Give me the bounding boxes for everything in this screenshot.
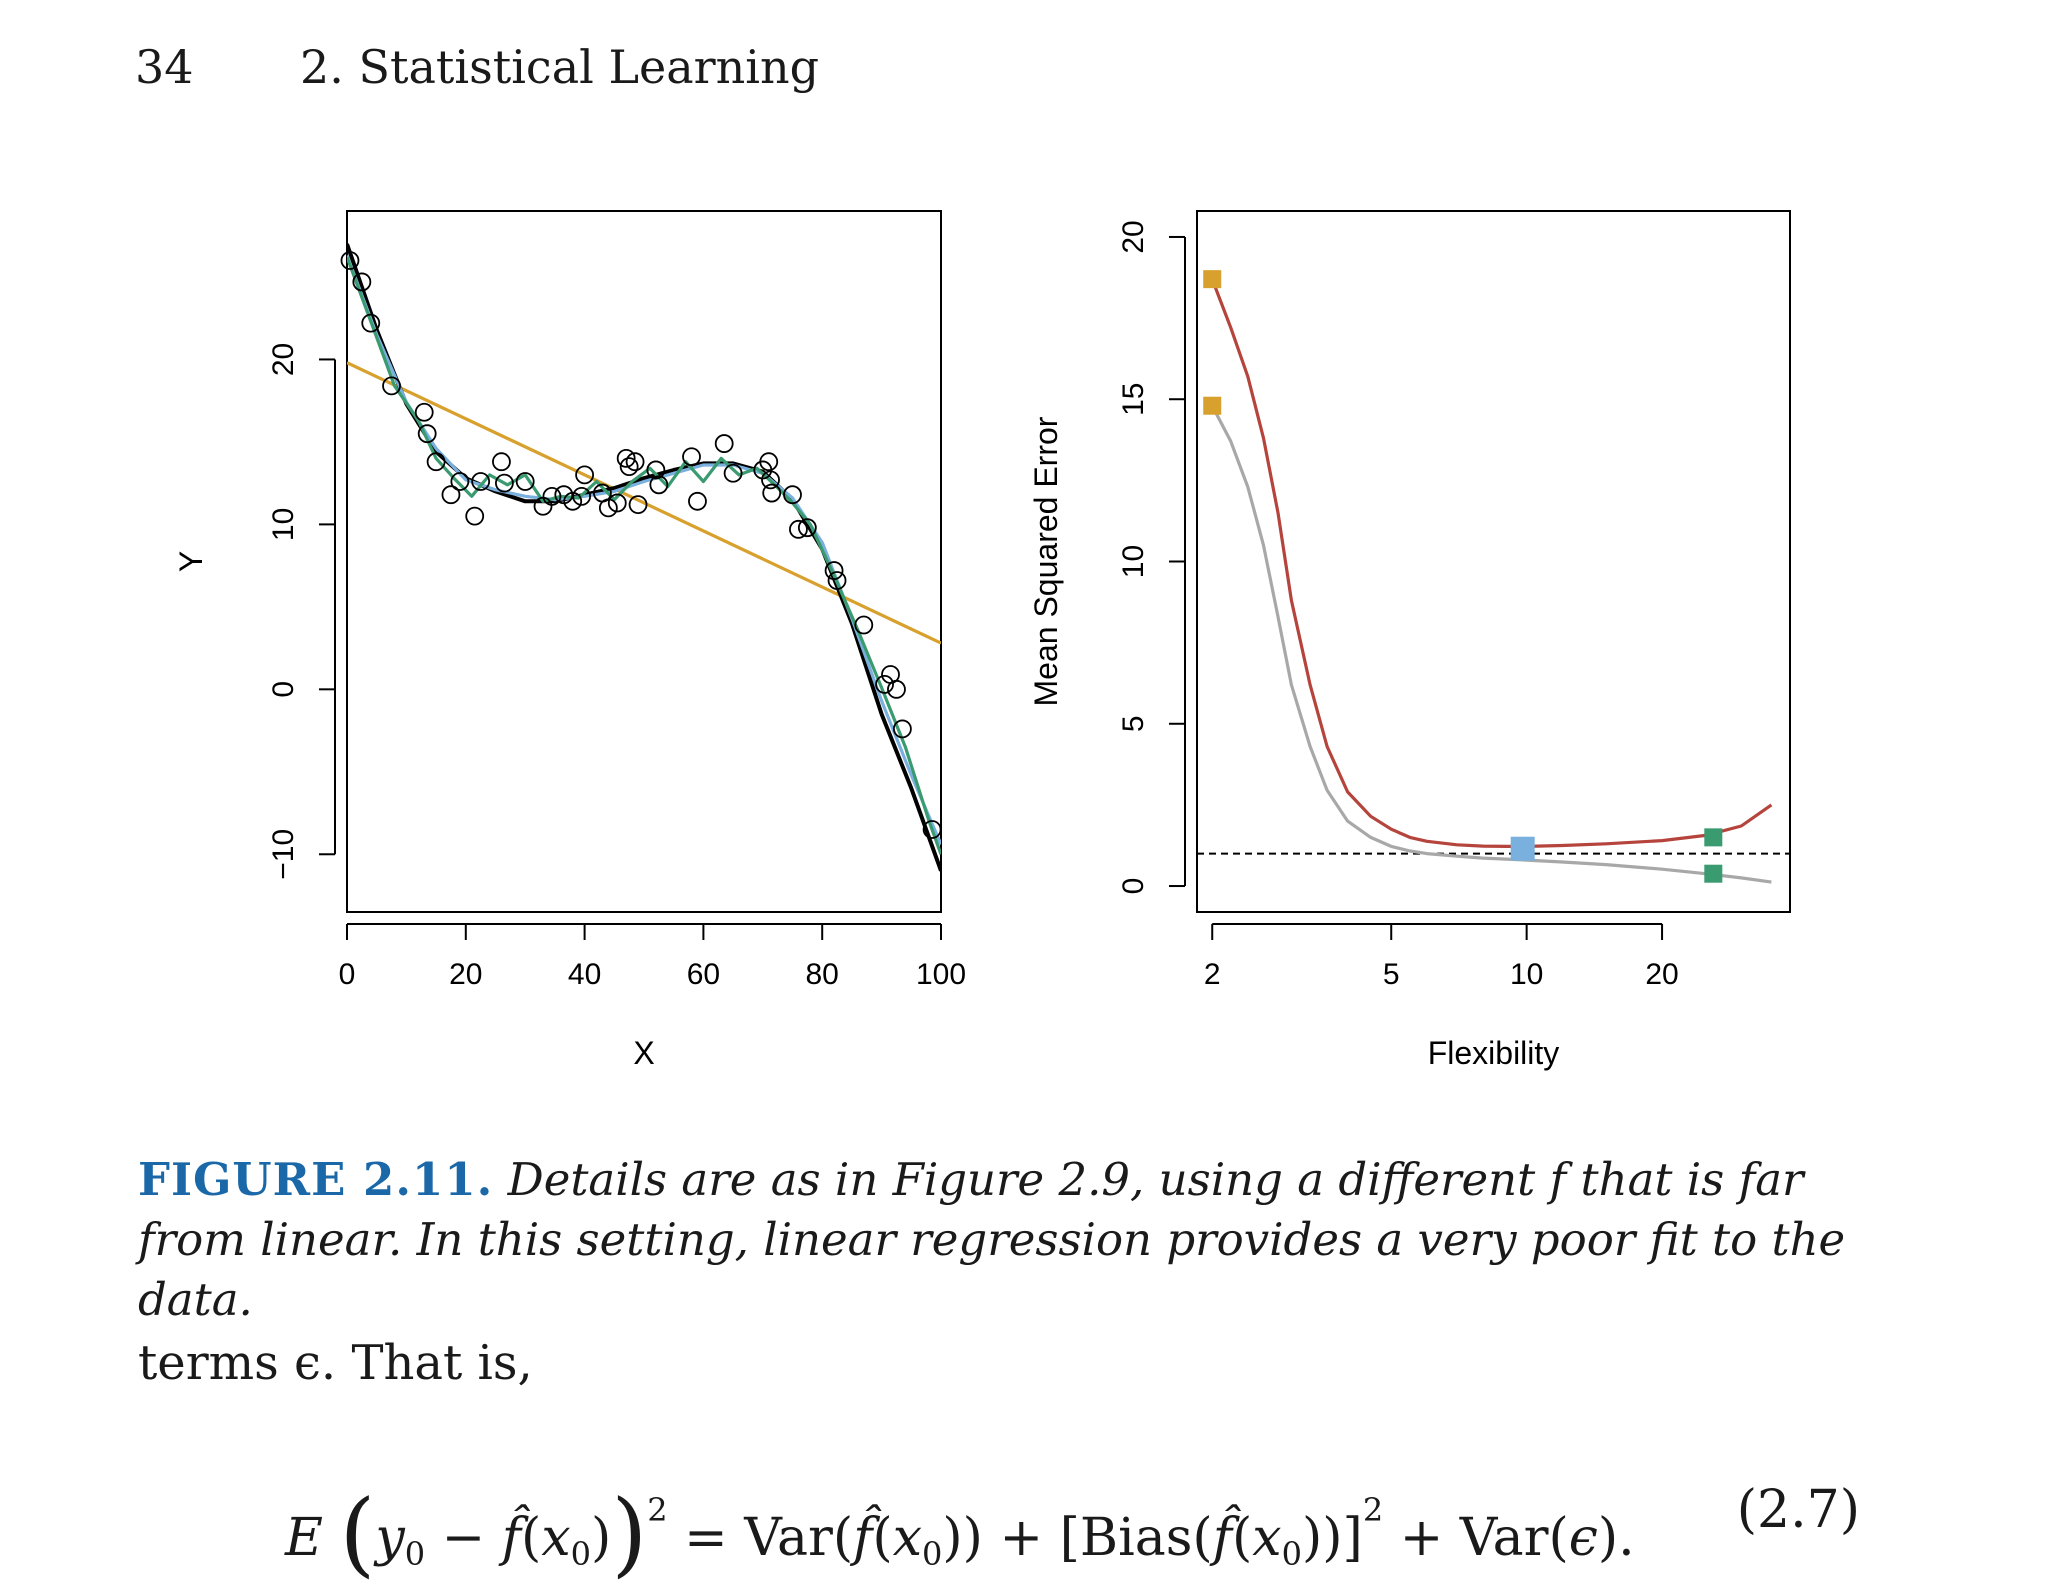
data-point (761, 470, 780, 490)
data-point (598, 498, 618, 518)
data-point (628, 495, 648, 514)
y-tick-label: 15 (1117, 383, 1150, 416)
x-tick-label: 2 (1204, 958, 1221, 991)
figure-label: FIGURE 2.11. (138, 1153, 494, 1206)
y-tick-label: 20 (1117, 220, 1150, 253)
data-point (723, 463, 743, 483)
data-point (492, 452, 511, 472)
y-tick-label: 5 (1117, 715, 1150, 732)
data-point (887, 679, 906, 699)
x-tick-label: 60 (687, 958, 720, 991)
data-point (762, 483, 782, 503)
caption-text: Details are as in Figure 2.9, using a di… (138, 1153, 1846, 1326)
y-tick-label: 10 (1117, 545, 1150, 578)
series-line-1 (1210, 278, 1773, 849)
chapter-title: 2. Statistical Learning (300, 40, 820, 94)
series-line-2 (347, 243, 941, 872)
data-point (824, 561, 844, 580)
data-point (616, 449, 636, 468)
y-tick-label: 20 (267, 343, 300, 376)
equation-number: (2.7) (1736, 1480, 1860, 1540)
x-tick-label: 100 (916, 958, 966, 991)
y-tick-label: 10 (267, 508, 300, 541)
plot-frame (346, 210, 942, 913)
y-axis-label: Mean Squared Error (1028, 416, 1064, 706)
square-marker (1704, 864, 1723, 883)
series-line-1 (347, 361, 941, 645)
data-point (649, 475, 669, 495)
series-line-4 (347, 256, 941, 855)
left-plot: 0 20 40 60 80 100 X −10 0 10 20 Y (173, 210, 966, 1071)
data-point (340, 251, 360, 270)
x-axis-label: Flexibility (1428, 1035, 1560, 1071)
data-point (607, 493, 627, 513)
equation-2-7: E (y0 − f̂(x0))2 = Var(f̂(x0)) + [Bias(f… (285, 1460, 1860, 1587)
right-plot: 2 5 10 20 Flexibility 0 5 10 15 20 Mean Squared Er… (1028, 210, 1791, 1071)
data-point (789, 519, 808, 539)
data-point (465, 506, 485, 526)
data-point (382, 376, 401, 396)
data-point (922, 820, 942, 839)
y-tick-label: 0 (1117, 878, 1150, 895)
data-point (854, 615, 874, 635)
square-marker (1704, 828, 1723, 847)
x-tick-label: 20 (1645, 958, 1678, 991)
x-tick-label: 0 (339, 958, 356, 991)
data-point (688, 491, 707, 511)
series-line-2 (1210, 404, 1772, 884)
data-point (682, 447, 701, 467)
data-point (714, 434, 734, 453)
body-text: terms ϵ. That is, (138, 1335, 533, 1391)
data-point (572, 486, 592, 506)
page-number: 34 (135, 40, 194, 94)
page-header: 34 2. Statistical Learning (135, 40, 819, 94)
data-point (542, 486, 562, 506)
data-point (450, 472, 470, 491)
data-point (646, 460, 666, 480)
data-point (471, 472, 491, 491)
data-point (361, 313, 381, 333)
x-tick-label: 80 (806, 958, 839, 991)
data-point (625, 452, 645, 472)
y-tick-label: −10 (267, 829, 300, 880)
data-point (619, 457, 639, 477)
data-point (797, 518, 817, 538)
equation-expression: E (y0 − f̂(x0))2 = Var(f̂(x0)) + [Bias(f… (285, 1480, 1635, 1587)
plot-frame (1196, 210, 1791, 913)
data-point (441, 485, 461, 505)
data-point (417, 424, 437, 444)
data-point (892, 719, 912, 739)
data-point (827, 571, 847, 590)
square-marker (1203, 396, 1222, 415)
data-point (414, 402, 434, 422)
data-point (515, 472, 535, 491)
x-axis-label: X (633, 1035, 654, 1071)
y-axis-label: Y (173, 551, 209, 572)
square-marker (1510, 836, 1535, 861)
data-point (495, 473, 514, 493)
figure-caption: FIGURE 2.11. Details are as in Figure 2.… (138, 1150, 1858, 1330)
x-tick-label: 20 (449, 958, 482, 991)
y-tick-label: 0 (267, 681, 300, 698)
data-point (352, 272, 372, 292)
x-tick-label: 40 (568, 958, 601, 991)
square-marker (1203, 270, 1222, 289)
x-tick-label: 10 (1510, 958, 1543, 991)
x-tick-label: 5 (1383, 958, 1400, 991)
data-point (563, 491, 583, 511)
data-point (759, 452, 779, 472)
data-point (575, 465, 594, 485)
data-point (875, 674, 894, 694)
data-point (426, 452, 446, 472)
data-point (783, 485, 802, 505)
series-line-3 (347, 254, 941, 846)
